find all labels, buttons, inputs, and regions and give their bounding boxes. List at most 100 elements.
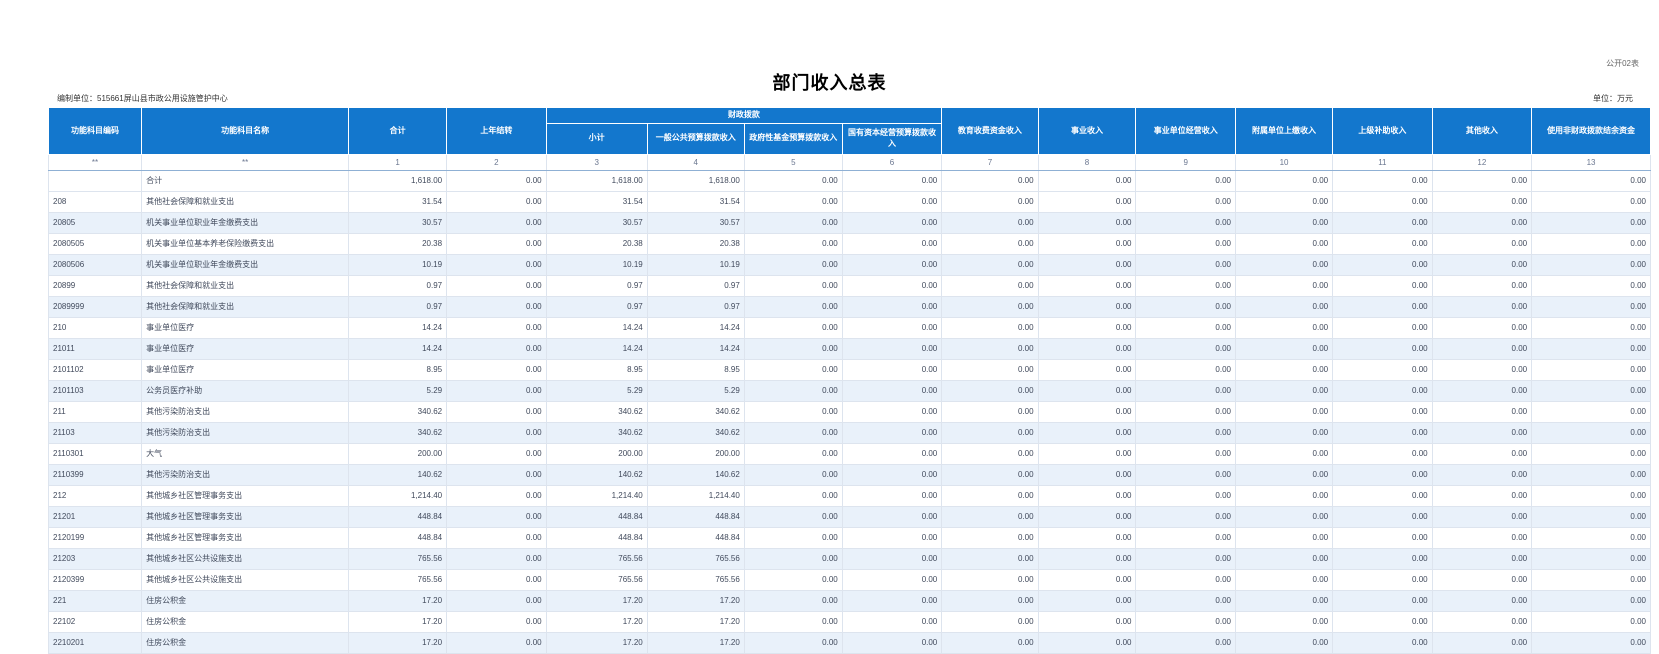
value-cell: 0.00 bbox=[446, 190, 547, 213]
value-cell: 0.97 bbox=[348, 274, 448, 297]
column-index-cell: 6 bbox=[841, 153, 943, 171]
value-cell: 0.00 bbox=[841, 589, 943, 612]
value-cell: 0.00 bbox=[743, 568, 843, 591]
value-cell: 0.00 bbox=[1234, 190, 1334, 213]
column-index-cell: ** bbox=[141, 153, 350, 171]
value-cell: 17.20 bbox=[348, 610, 448, 633]
value-cell: 0.00 bbox=[1531, 442, 1651, 465]
value-cell: 0.00 bbox=[743, 379, 843, 402]
value-cell: 0.00 bbox=[841, 610, 943, 633]
code-cell: 20899 bbox=[47, 274, 143, 297]
value-cell: 340.62 bbox=[348, 400, 448, 423]
value-cell: 1,214.40 bbox=[348, 484, 448, 507]
name-cell: 住房公积金 bbox=[141, 589, 350, 612]
value-cell: 0.00 bbox=[1037, 190, 1137, 213]
value-cell: 0.00 bbox=[446, 211, 547, 234]
value-cell: 30.57 bbox=[646, 211, 745, 234]
value-cell: 340.62 bbox=[545, 400, 648, 423]
value-cell: 0.00 bbox=[841, 568, 943, 591]
value-cell: 0.00 bbox=[1037, 484, 1137, 507]
value-cell: 0.00 bbox=[841, 442, 943, 465]
value-cell: 17.20 bbox=[646, 631, 745, 654]
code-cell: 21201 bbox=[47, 505, 143, 528]
table-body: ** ** 1 2 3 4 5 6 7 8 9 10 11 12 13 合计 1,618.00 0.00 1,618… bbox=[47, 153, 1651, 654]
value-cell: 0.00 bbox=[1135, 169, 1236, 192]
table-row: 2101103 公务员医疗补助 5.29 0.00 5.29 5.29 0.00 0.00 0.… bbox=[47, 379, 1651, 402]
value-cell: 0.00 bbox=[1037, 211, 1137, 234]
value-cell: 0.00 bbox=[1037, 358, 1137, 381]
value-cell: 448.84 bbox=[348, 526, 448, 549]
value-cell: 0.00 bbox=[446, 358, 547, 381]
value-cell: 0.00 bbox=[1135, 568, 1236, 591]
value-cell: 0.00 bbox=[1431, 274, 1533, 297]
code-cell: 2110301 bbox=[47, 442, 143, 465]
value-cell: 0.00 bbox=[1531, 274, 1651, 297]
value-cell: 0.97 bbox=[646, 274, 745, 297]
value-cell: 0.00 bbox=[941, 463, 1039, 486]
value-cell: 5.29 bbox=[646, 379, 745, 402]
value-cell: 0.00 bbox=[1037, 631, 1137, 654]
table-row: 2080505 机关事业单位基本养老保险缴费支出 20.38 0.00 20.38 20.… bbox=[47, 232, 1651, 255]
code-cell: 21103 bbox=[47, 421, 143, 444]
value-cell: 0.00 bbox=[1234, 505, 1334, 528]
value-cell: 0.00 bbox=[446, 442, 547, 465]
value-cell: 0.00 bbox=[1531, 211, 1651, 234]
value-cell: 140.62 bbox=[348, 463, 448, 486]
value-cell: 0.00 bbox=[1332, 463, 1433, 486]
header-fiscal-subtotal: 小计 bbox=[545, 122, 648, 155]
table-row: 21201 其他城乡社区管理事务支出 448.84 0.00 448.84 448.84 0… bbox=[47, 505, 1651, 528]
column-index-cell: 12 bbox=[1431, 153, 1533, 171]
value-cell: 0.00 bbox=[446, 337, 547, 360]
value-cell: 0.00 bbox=[1135, 379, 1236, 402]
value-cell: 0.00 bbox=[1531, 253, 1651, 276]
page-title: 部门收入总表 bbox=[772, 73, 887, 93]
header-business-income: 事业收入 bbox=[1037, 107, 1137, 155]
value-cell: 140.62 bbox=[646, 463, 745, 486]
value-cell: 0.00 bbox=[1431, 631, 1533, 654]
value-cell: 0.00 bbox=[1531, 526, 1651, 549]
name-cell: 其他城乡社区公共设施支出 bbox=[141, 568, 350, 591]
header-superior-subsidy-income: 上级补助收入 bbox=[1332, 107, 1433, 155]
value-cell: 0.00 bbox=[1332, 190, 1433, 213]
value-cell: 14.24 bbox=[646, 316, 745, 339]
name-cell: 其他城乡社区管理事务支出 bbox=[141, 526, 350, 549]
value-cell: 0.00 bbox=[446, 169, 547, 192]
header-state-capital-budget: 国有资本经营预算拨款收入 bbox=[841, 122, 943, 155]
value-cell: 0.00 bbox=[446, 568, 547, 591]
value-cell: 0.00 bbox=[743, 442, 843, 465]
value-cell: 10.19 bbox=[348, 253, 448, 276]
value-cell: 0.00 bbox=[1234, 610, 1334, 633]
value-cell: 0.00 bbox=[1531, 589, 1651, 612]
value-cell: 0.00 bbox=[446, 589, 547, 612]
table-row: 2110301 大气 200.00 0.00 200.00 200.00 0.00 0.00 0… bbox=[47, 442, 1651, 465]
value-cell: 0.00 bbox=[1431, 589, 1533, 612]
value-cell: 0.00 bbox=[743, 358, 843, 381]
name-cell: 其他城乡社区管理事务支出 bbox=[141, 484, 350, 507]
value-cell: 14.24 bbox=[348, 337, 448, 360]
value-cell: 0.00 bbox=[1234, 295, 1334, 318]
value-cell: 0.00 bbox=[1037, 295, 1137, 318]
value-cell: 17.20 bbox=[545, 610, 648, 633]
column-index-cell: 4 bbox=[646, 153, 745, 171]
value-cell: 0.00 bbox=[1332, 589, 1433, 612]
value-cell: 0.00 bbox=[841, 463, 943, 486]
value-cell: 8.95 bbox=[545, 358, 648, 381]
value-cell: 0.00 bbox=[941, 568, 1039, 591]
table-row: 20805 机关事业单位职业年金缴费支出 30.57 0.00 30.57 30.57 0.… bbox=[47, 211, 1651, 234]
value-cell: 0.00 bbox=[1332, 400, 1433, 423]
value-cell: 0.00 bbox=[1431, 400, 1533, 423]
value-cell: 448.84 bbox=[646, 505, 745, 528]
value-cell: 17.20 bbox=[348, 589, 448, 612]
value-cell: 0.00 bbox=[841, 505, 943, 528]
value-cell: 31.54 bbox=[646, 190, 745, 213]
table-row: 合计 1,618.00 0.00 1,618.00 1,618.00 0.00 0.00 0.… bbox=[47, 169, 1651, 192]
value-cell: 0.00 bbox=[1431, 505, 1533, 528]
value-cell: 0.00 bbox=[1531, 379, 1651, 402]
value-cell: 0.00 bbox=[1037, 505, 1137, 528]
column-index-cell: 7 bbox=[941, 153, 1039, 171]
name-cell: 机关事业单位职业年金缴费支出 bbox=[141, 211, 350, 234]
table-row: 208 其他社会保障和就业支出 31.54 0.00 31.54 31.54 0.00 0.0… bbox=[47, 190, 1651, 213]
value-cell: 0.00 bbox=[841, 190, 943, 213]
value-cell: 0.00 bbox=[1135, 421, 1236, 444]
table-row: 212 其他城乡社区管理事务支出 1,214.40 0.00 1,214.40 1,214… bbox=[47, 484, 1651, 507]
